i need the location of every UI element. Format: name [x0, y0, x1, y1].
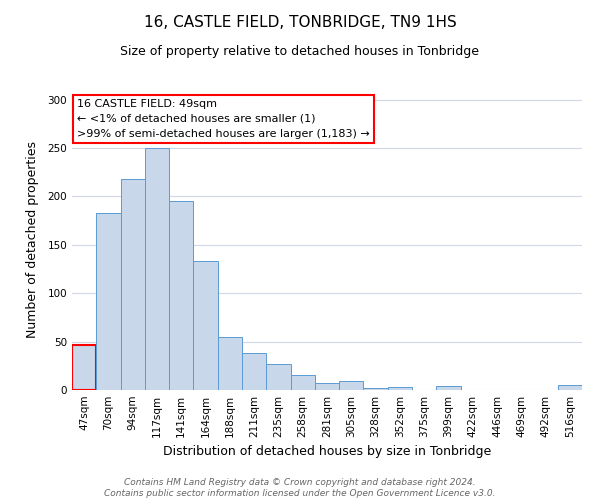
Text: Contains HM Land Registry data © Crown copyright and database right 2024.
Contai: Contains HM Land Registry data © Crown c… — [104, 478, 496, 498]
Bar — [315, 383, 339, 390]
Bar — [96, 213, 121, 390]
Bar — [388, 387, 412, 390]
Text: 16, CASTLE FIELD, TONBRIDGE, TN9 1HS: 16, CASTLE FIELD, TONBRIDGE, TN9 1HS — [143, 15, 457, 30]
Bar — [558, 385, 582, 390]
X-axis label: Distribution of detached houses by size in Tonbridge: Distribution of detached houses by size … — [163, 446, 491, 458]
Bar — [169, 202, 193, 390]
Bar — [364, 388, 388, 390]
Bar — [266, 364, 290, 390]
Text: Size of property relative to detached houses in Tonbridge: Size of property relative to detached ho… — [121, 45, 479, 58]
Bar — [339, 382, 364, 390]
Bar — [121, 179, 145, 390]
Bar — [145, 148, 169, 390]
Bar — [242, 353, 266, 390]
Bar — [290, 374, 315, 390]
Bar — [193, 262, 218, 390]
Bar — [72, 346, 96, 390]
Bar — [218, 337, 242, 390]
Bar — [436, 386, 461, 390]
Text: 16 CASTLE FIELD: 49sqm
← <1% of detached houses are smaller (1)
>99% of semi-det: 16 CASTLE FIELD: 49sqm ← <1% of detached… — [77, 99, 370, 138]
Y-axis label: Number of detached properties: Number of detached properties — [26, 142, 39, 338]
